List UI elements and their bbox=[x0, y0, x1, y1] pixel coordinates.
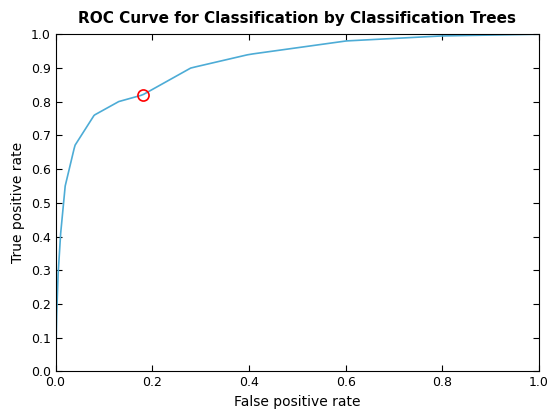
X-axis label: False positive rate: False positive rate bbox=[234, 395, 361, 409]
Y-axis label: True positive rate: True positive rate bbox=[11, 142, 25, 263]
Title: ROC Curve for Classification by Classification Trees: ROC Curve for Classification by Classifi… bbox=[78, 11, 516, 26]
